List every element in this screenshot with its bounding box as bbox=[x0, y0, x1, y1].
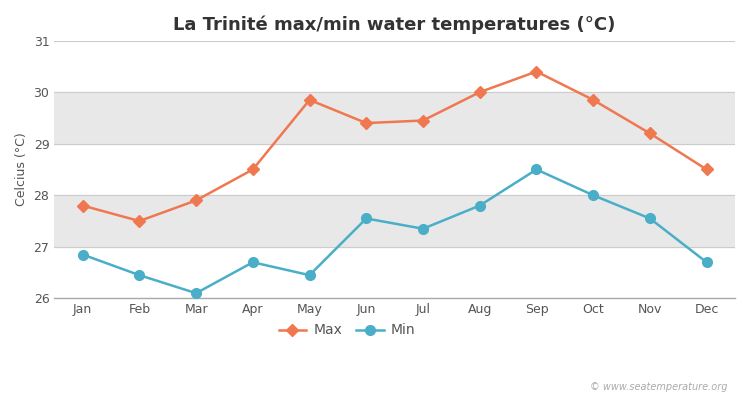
Max bbox=[191, 198, 200, 203]
Bar bbox=[54, 144, 735, 195]
Title: La Trinité max/min water temperatures (°C): La Trinité max/min water temperatures (°… bbox=[173, 15, 616, 34]
Max bbox=[305, 98, 314, 102]
Text: © www.seatemperature.org: © www.seatemperature.org bbox=[590, 382, 728, 392]
Min bbox=[646, 216, 655, 221]
Line: Min: Min bbox=[78, 165, 712, 298]
Min bbox=[305, 273, 314, 278]
Y-axis label: Celcius (°C): Celcius (°C) bbox=[15, 133, 28, 206]
Min bbox=[362, 216, 370, 221]
Max bbox=[476, 90, 484, 94]
Line: Max: Max bbox=[79, 67, 711, 225]
Max bbox=[248, 167, 257, 172]
Min bbox=[702, 260, 711, 265]
Min bbox=[248, 260, 257, 265]
Min bbox=[419, 226, 428, 231]
Max bbox=[419, 118, 428, 123]
Max bbox=[532, 69, 541, 74]
Max bbox=[78, 203, 87, 208]
Min bbox=[78, 252, 87, 257]
Bar bbox=[54, 247, 735, 298]
Min bbox=[589, 193, 598, 198]
Bar bbox=[54, 41, 735, 92]
Min bbox=[135, 273, 144, 278]
Min bbox=[191, 291, 200, 296]
Max bbox=[362, 121, 370, 126]
Bar bbox=[54, 195, 735, 247]
Max bbox=[702, 167, 711, 172]
Max bbox=[135, 219, 144, 224]
Min bbox=[532, 167, 541, 172]
Bar bbox=[54, 92, 735, 144]
Max bbox=[589, 98, 598, 102]
Min bbox=[476, 203, 484, 208]
Legend: Max, Min: Max, Min bbox=[273, 318, 421, 343]
Max bbox=[646, 131, 655, 136]
